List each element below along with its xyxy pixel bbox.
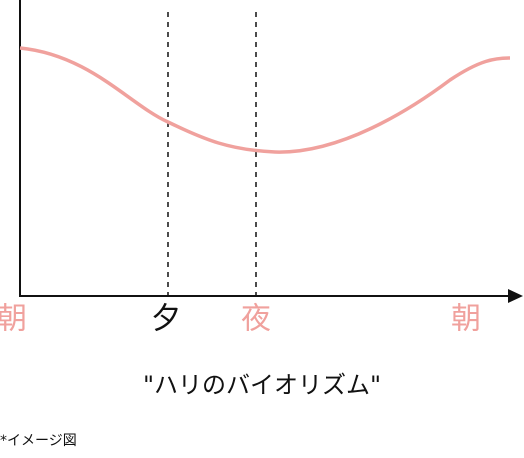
axis-label: 朝 bbox=[0, 302, 27, 337]
axis-label: 夕 bbox=[151, 302, 181, 337]
biorhythm-curve bbox=[19, 46, 511, 154]
caption: "ハリのバイオリズム" bbox=[143, 371, 381, 399]
axis-label: 夜 bbox=[241, 302, 271, 337]
axis-label: 朝 bbox=[451, 302, 481, 337]
note: *イメージ図 bbox=[0, 433, 77, 449]
x-axis-arrow bbox=[508, 289, 523, 303]
